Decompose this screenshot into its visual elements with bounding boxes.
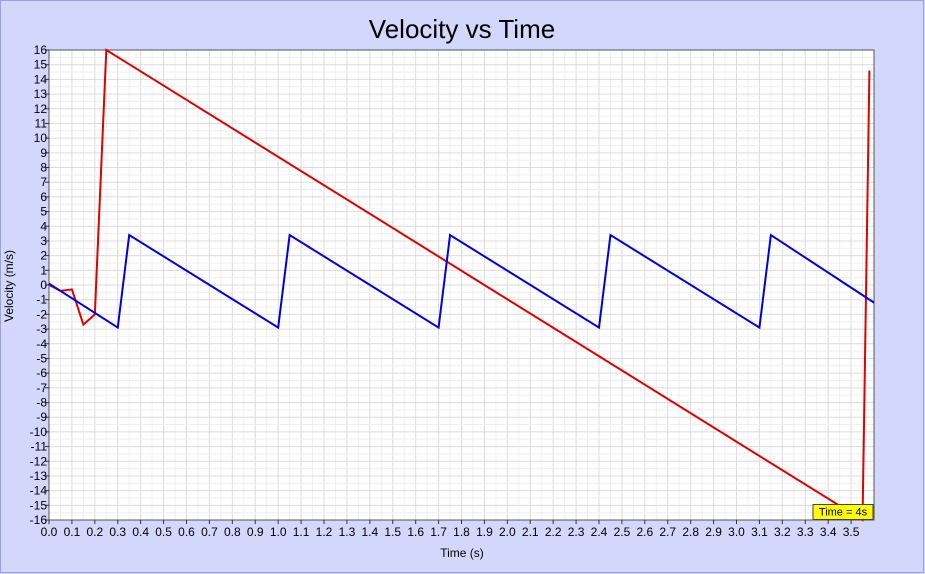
x-tick-label: 2.0 — [499, 525, 516, 539]
y-tick-label: -8 — [36, 396, 47, 410]
y-tick-label: -13 — [30, 469, 48, 483]
y-tick-label: 16 — [34, 43, 48, 57]
chart-title: Velocity vs Time — [369, 14, 555, 44]
x-tick-label: 1.3 — [339, 525, 356, 539]
y-tick-label: 3 — [40, 234, 47, 248]
x-tick-label: 1.2 — [316, 525, 333, 539]
y-tick-label: -2 — [36, 307, 47, 321]
y-tick-label: 4 — [40, 219, 47, 233]
x-tick-label: 2.9 — [705, 525, 722, 539]
series-line-1 — [48, 48, 871, 522]
x-tick-label: 2.8 — [682, 525, 699, 539]
x-axis-label: Time (s) — [440, 546, 484, 560]
x-tick-label: 2.5 — [614, 525, 631, 539]
x-tick-label: 1.9 — [476, 525, 493, 539]
x-tick-label: 1.8 — [453, 525, 470, 539]
x-tick-label: 0.0 — [41, 525, 58, 539]
x-tick-label: 0.5 — [155, 525, 172, 539]
y-tick-label: 6 — [40, 190, 47, 204]
y-tick-label: 2 — [40, 249, 47, 263]
y-tick-label: -3 — [36, 322, 47, 336]
y-tick-label: -12 — [30, 454, 48, 468]
x-tick-label: 3.0 — [728, 525, 745, 539]
y-tick-label: -6 — [36, 366, 47, 380]
x-tick-label: 1.6 — [407, 525, 424, 539]
y-tick-label: 15 — [34, 58, 48, 72]
series-line-2 — [48, 233, 875, 330]
x-tick-label: 0.3 — [109, 525, 126, 539]
x-tick-label: 0.4 — [132, 525, 149, 539]
x-tick-label: 0.1 — [64, 525, 81, 539]
x-tick-label: 0.8 — [224, 525, 241, 539]
x-tick-label: 2.3 — [568, 525, 585, 539]
y-tick-label: -5 — [36, 351, 47, 365]
y-tick-label: -11 — [31, 440, 48, 454]
y-tick-label: 11 — [35, 116, 48, 130]
x-tick-label: 1.7 — [430, 525, 447, 539]
y-tick-label: 10 — [34, 131, 48, 145]
y-tick-label: 13 — [34, 87, 48, 101]
x-tick-label: 2.4 — [591, 525, 608, 539]
y-tick-label: -14 — [30, 484, 48, 498]
x-tick-label: 3.1 — [751, 525, 768, 539]
y-tick-label: -15 — [30, 498, 48, 512]
y-tick-label: 5 — [40, 205, 47, 219]
y-tick-label: 7 — [40, 175, 47, 189]
x-tick-label: 2.7 — [659, 525, 676, 539]
x-tick-label: 1.5 — [384, 525, 401, 539]
plot-area: 0.0 0.1 0.2 0.3 0.4 0.5 0.6 0.7 0.8 0.9 1.0 1.1 1.2 1… — [30, 43, 875, 539]
x-tick-label: 1.4 — [361, 525, 378, 539]
y-tick-label: 9 — [40, 146, 47, 160]
y-tick-label: 0 — [40, 278, 47, 292]
x-tick-label: 3.5 — [843, 525, 860, 539]
y-tick-label: -4 — [36, 337, 47, 351]
y-tick-label: -1 — [36, 293, 47, 307]
y-tick-label: 12 — [34, 102, 48, 116]
x-tick-label: 0.2 — [86, 525, 103, 539]
y-tick-label: 14 — [34, 72, 48, 86]
x-tick-label: 0.6 — [178, 525, 195, 539]
x-tick-label: 3.4 — [820, 525, 837, 539]
x-tick-label: 2.6 — [636, 525, 653, 539]
y-tick-label: 8 — [40, 161, 47, 175]
y-tick-label: -10 — [30, 425, 48, 439]
x-tick-label: 2.2 — [545, 525, 562, 539]
x-tick-label: 0.9 — [247, 525, 264, 539]
y-tick-label: -9 — [36, 410, 47, 424]
x-tick-label: 3.2 — [774, 525, 791, 539]
x-tick-label: 1.1 — [293, 525, 310, 539]
x-tick-label: 1.0 — [270, 525, 287, 539]
y-tick-label: -7 — [36, 381, 47, 395]
y-tick-label: 1 — [40, 263, 47, 277]
time-badge — [812, 504, 874, 520]
y-tick-label: -16 — [30, 513, 48, 527]
x-tick-label: 2.1 — [522, 525, 539, 539]
x-tick-label: 3.3 — [797, 525, 814, 539]
y-axis-label: Velocity (m/s) — [2, 250, 16, 322]
x-tick-label: 0.7 — [201, 525, 218, 539]
time-badge-label: Time = 4s — [819, 507, 868, 519]
